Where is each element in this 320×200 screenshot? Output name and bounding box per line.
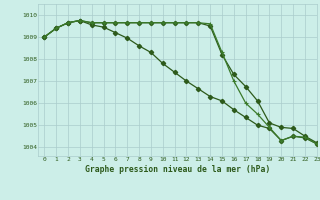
X-axis label: Graphe pression niveau de la mer (hPa): Graphe pression niveau de la mer (hPa) xyxy=(85,165,270,174)
